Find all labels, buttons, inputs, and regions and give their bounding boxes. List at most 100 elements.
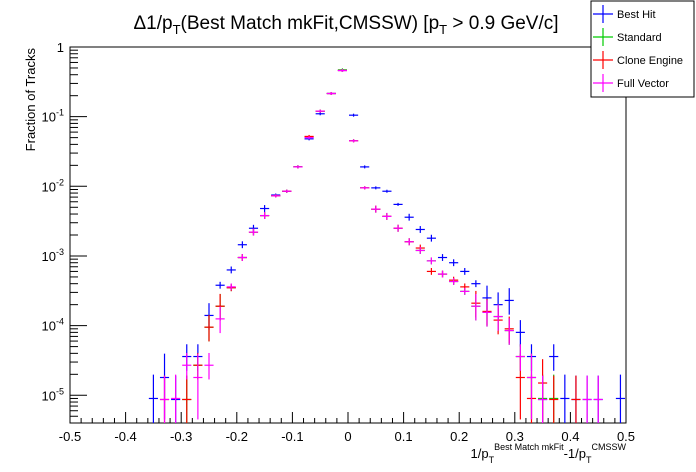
data-point: [426, 234, 436, 242]
legend-label: Best Hit: [617, 9, 656, 21]
data-point: [515, 344, 525, 371]
data-point: [582, 375, 592, 423]
chart-title: Δ1/pT(Best Match mkFit,CMSSW) [pT > 0.9 …: [133, 13, 558, 37]
legend-label: Clone Engine: [617, 55, 683, 67]
data-point: [471, 293, 481, 321]
legend-entry: Full Vector: [593, 74, 669, 92]
data-point: [349, 139, 359, 143]
x-tick-label: -0.5: [59, 429, 81, 444]
x-tick-label: -0.3: [170, 429, 192, 444]
data-point: [393, 202, 403, 206]
legend-label: Full Vector: [617, 78, 669, 90]
data-point: [193, 353, 203, 420]
data-point: [182, 352, 192, 380]
x-tick-label: 0.5: [617, 429, 635, 444]
data-point: [526, 353, 537, 420]
y-tick-label: 10-3: [42, 247, 64, 264]
data-point: [204, 352, 214, 380]
y-tick-label: 10-5: [42, 386, 64, 403]
data-point: [504, 288, 514, 315]
data-point: [226, 283, 236, 291]
data-point: [426, 267, 436, 275]
data-point: [260, 212, 270, 220]
data-point: [271, 194, 281, 198]
legend: Best Hit Standard Clone Engine Full Vector: [590, 0, 695, 98]
data-point: [449, 278, 459, 285]
axis-ticks: [69, 46, 627, 424]
x-tick-label: -0.4: [114, 429, 136, 444]
data-point: [204, 314, 214, 342]
data-point: [182, 375, 192, 423]
data-point: [426, 257, 436, 265]
series-full-vector: [159, 68, 603, 423]
data-point: [593, 375, 603, 423]
legend-box: [590, 0, 695, 98]
data-point: [449, 259, 459, 267]
data-point: [326, 91, 336, 95]
data-point: [315, 109, 325, 113]
data-point: [560, 374, 570, 423]
data-point: [360, 165, 370, 169]
data-point: [382, 212, 392, 220]
series-standard: [182, 68, 559, 423]
x-axis-label: 1/pTBest Match mkFit-1/pTCMSSW: [471, 442, 627, 465]
data-point: [493, 304, 503, 331]
data-point: [215, 281, 225, 289]
y-tick-label: 1: [57, 40, 64, 55]
data-point: [237, 254, 247, 261]
data-point: [471, 280, 481, 288]
data-point: [337, 68, 347, 72]
data-point: [282, 189, 292, 193]
legend-entry: Clone Engine: [593, 51, 683, 69]
data-point: [571, 375, 581, 423]
x-tick-label: 0.3: [506, 429, 524, 444]
legend-entry: Standard: [593, 28, 662, 46]
data-point: [415, 247, 425, 254]
data-point: [404, 213, 414, 221]
x-tick-label: 0.1: [395, 429, 413, 444]
x-tick-label: -0.1: [281, 429, 303, 444]
data-point: [504, 318, 514, 345]
data-point: [482, 300, 492, 327]
data-point: [304, 136, 314, 140]
data-point: [549, 344, 559, 371]
series-best-hit: [148, 68, 625, 423]
data-point: [549, 375, 559, 423]
data-point: [515, 320, 525, 347]
data-point: [248, 228, 259, 236]
x-tick-label: 0.4: [561, 429, 579, 444]
data-point: [349, 113, 359, 117]
series-clone-engine: [159, 68, 581, 423]
data-point: [615, 374, 625, 423]
data-point: [226, 266, 236, 274]
data-point: [393, 224, 403, 232]
data-point: [159, 375, 170, 423]
y-axis-label: Fraction of Tracks: [23, 48, 38, 152]
data-point: [415, 226, 425, 233]
x-tick-label: -0.2: [226, 429, 248, 444]
data-point: [460, 287, 470, 295]
data-point: [437, 270, 448, 278]
x-tick-label: 0: [344, 429, 351, 444]
data-point: [371, 186, 381, 190]
y-tick-label: 10-2: [42, 177, 64, 194]
legend-entry: Best Hit: [593, 5, 656, 23]
y-tick-label: 10-4: [42, 317, 64, 334]
data-point: [237, 241, 247, 249]
y-tick-label: 10-1: [42, 108, 64, 125]
data-point: [315, 112, 325, 116]
data-point: [538, 375, 548, 423]
data-point: [360, 186, 370, 190]
data-point: [382, 189, 392, 193]
legend-label: Standard: [617, 32, 662, 44]
data-point: [404, 238, 414, 246]
data-point: [171, 374, 181, 423]
data-point: [293, 165, 303, 169]
axis-tick-labels: -0.5 -0.4 -0.3 -0.2 -0.1 0 0.1 0.2 0.3 0.4 0.5 10-5…: [42, 40, 636, 444]
data-point: [148, 374, 158, 423]
data-point: [460, 267, 470, 275]
data-point: [371, 205, 381, 213]
x-tick-label: 0.2: [450, 429, 468, 444]
data-point: [215, 306, 225, 334]
